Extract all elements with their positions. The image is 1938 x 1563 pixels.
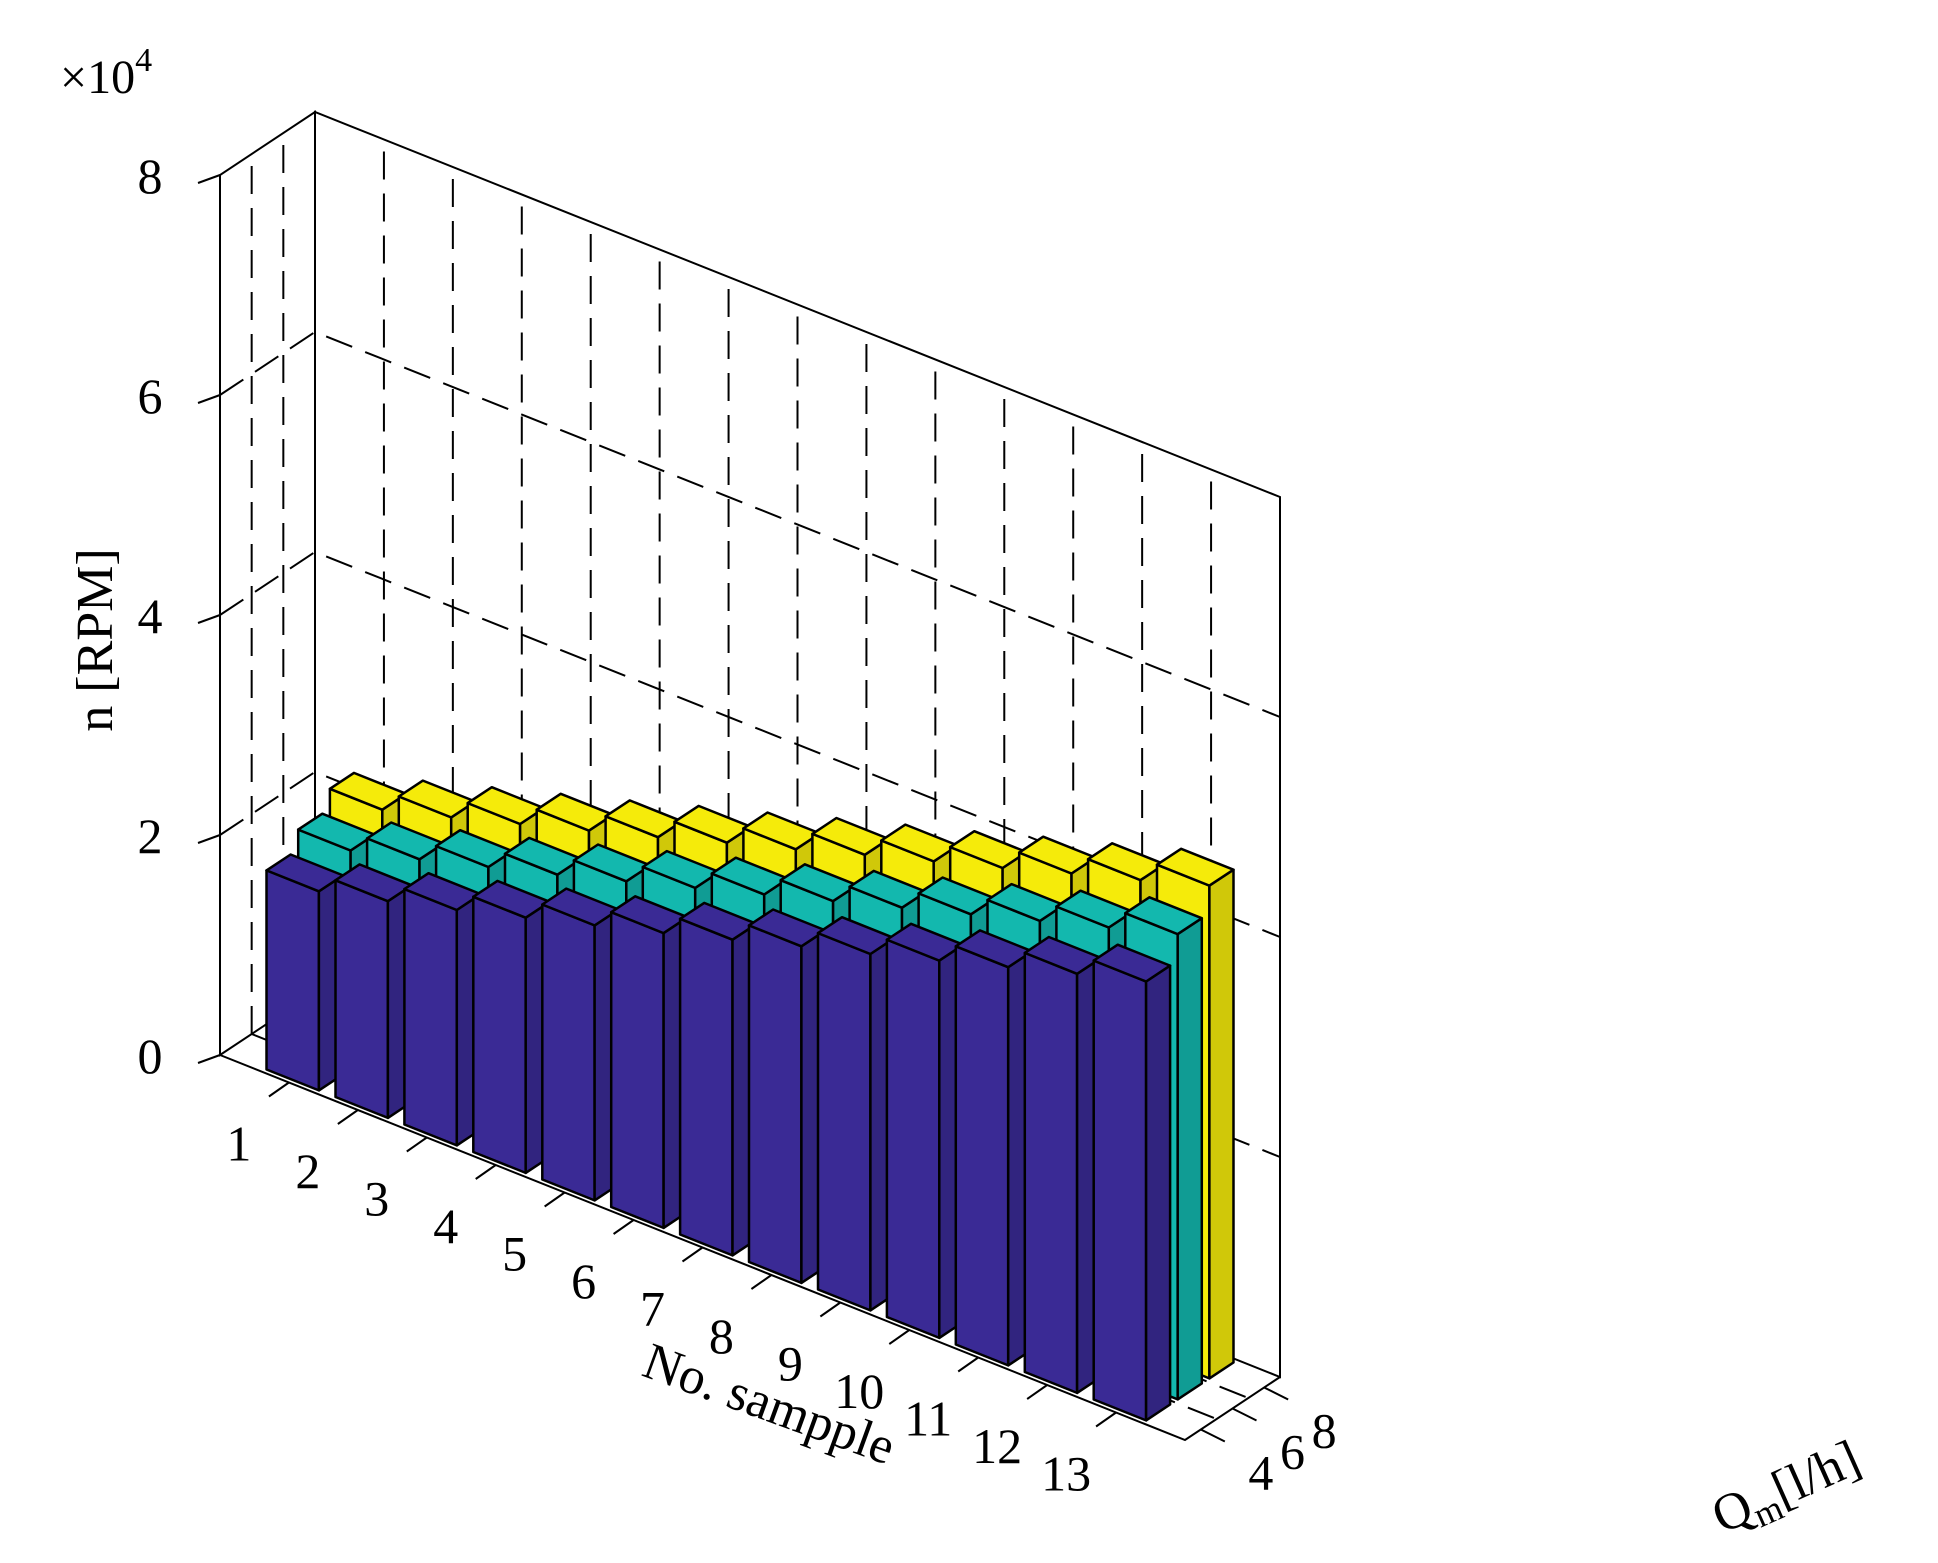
bar — [541, 887, 620, 1202]
x-tick-label: 12 — [972, 1418, 1022, 1474]
y-axis-label: n [RPM] — [67, 548, 124, 731]
y-scale-prefix: ×10 — [60, 51, 135, 104]
bars-group — [265, 771, 1235, 1422]
bar-front-face — [265, 869, 321, 1092]
bar-side-face — [1176, 916, 1204, 1401]
x-tick-label: 13 — [1041, 1446, 1091, 1502]
x-tick — [819, 1301, 841, 1318]
y-tick — [197, 394, 221, 404]
x-tick — [957, 1356, 979, 1373]
x-tick-label: 10 — [834, 1363, 884, 1419]
x-tick-label: 9 — [778, 1336, 803, 1392]
x-tick — [612, 1219, 635, 1235]
y-tick — [197, 174, 221, 184]
x-tick — [268, 1081, 290, 1098]
bar-top-face — [1124, 896, 1204, 936]
y-scale-exponent: 4 — [135, 42, 152, 79]
bar-front-face — [1023, 951, 1079, 1395]
x-tick-label: 11 — [904, 1391, 952, 1447]
z-tick — [1263, 1386, 1289, 1401]
z-axis-label: Qm[l/h] — [1704, 1430, 1871, 1551]
x-tick — [544, 1191, 566, 1208]
bar-front-face — [1092, 959, 1148, 1422]
x-tick-label: 6 — [571, 1253, 596, 1309]
y-tick-label: 2 — [138, 808, 163, 864]
z-tick — [1200, 1428, 1226, 1443]
bar-front-face — [954, 945, 1010, 1367]
x-tick — [1026, 1384, 1048, 1400]
bar-side-face — [1208, 868, 1235, 1380]
x-tick-label: 2 — [295, 1143, 320, 1199]
bar-front-face — [609, 910, 665, 1230]
bar-front-face — [403, 887, 459, 1147]
y-tick-label: 8 — [138, 148, 163, 204]
y-tick-label: 4 — [138, 588, 163, 644]
bar — [1023, 935, 1103, 1395]
bar — [885, 922, 965, 1340]
bar-front-face — [541, 903, 596, 1202]
x-tick-label: 5 — [502, 1226, 527, 1282]
y-scale-label: ×104 — [60, 42, 152, 104]
x-tick — [1095, 1411, 1117, 1428]
bar-front-face — [816, 931, 872, 1312]
bar — [472, 879, 552, 1175]
x-tick-label: 7 — [640, 1281, 665, 1337]
bar-front-face — [334, 879, 390, 1120]
y-tick — [197, 614, 221, 624]
bar — [265, 853, 345, 1092]
bar-front-face — [472, 895, 527, 1175]
x-tick — [888, 1329, 910, 1345]
z-tick-label: 4 — [1248, 1445, 1273, 1501]
bar-front-face — [678, 917, 734, 1257]
z-tick-label: 6 — [1280, 1424, 1305, 1480]
bar-side-face — [1144, 964, 1172, 1422]
bar — [954, 929, 1034, 1367]
y-tick — [197, 1054, 221, 1064]
bar-top-face — [1092, 943, 1172, 983]
x-tick — [406, 1136, 428, 1153]
y-tick-label: 0 — [138, 1028, 163, 1084]
x-tick — [750, 1274, 773, 1290]
x-tick — [337, 1109, 359, 1125]
grid-line-y — [219, 330, 1281, 718]
y-tick-label: 6 — [138, 368, 163, 424]
bar — [747, 908, 827, 1285]
x-tick-label: 1 — [226, 1116, 251, 1172]
bar — [609, 895, 689, 1230]
y-tick — [197, 834, 221, 844]
x-tick-label: 8 — [709, 1308, 734, 1364]
bar — [1092, 943, 1172, 1422]
bar — [678, 901, 758, 1257]
floor-edge — [219, 1054, 1281, 1442]
x-tick — [475, 1164, 497, 1180]
bar-top-face — [1155, 847, 1235, 887]
bar-front-face — [885, 938, 941, 1340]
x-tick-label: 3 — [364, 1171, 389, 1227]
bar-front-face — [747, 924, 803, 1285]
z-tick-label: 8 — [1312, 1403, 1337, 1459]
z-tick — [1232, 1407, 1257, 1422]
grid-line-y — [219, 550, 1281, 938]
x-tick-label: 4 — [433, 1198, 458, 1254]
bar — [334, 863, 414, 1120]
x-tick — [681, 1246, 704, 1263]
bar — [816, 915, 896, 1312]
bar — [403, 871, 483, 1147]
